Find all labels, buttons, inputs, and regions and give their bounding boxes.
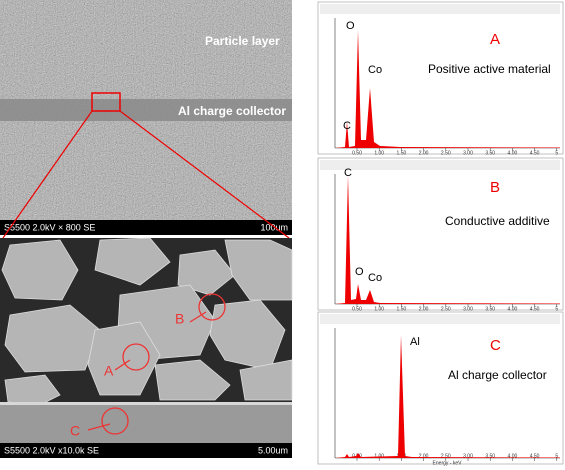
sem-bottom: B A C S5500 2.0kV x10.0k SE 5.00um [0,237,293,458]
spectrum-trace [335,30,560,148]
panel-letter: B [490,179,500,196]
x-tick-label: 3.00 [463,150,473,156]
x-tick-label: 3.50 [485,453,495,459]
x-tick-label: 4.50 [530,150,540,156]
zoom-line [2,110,93,239]
x-tick-label: 2.00 [419,453,429,459]
x-tick-label: 5 [555,453,558,459]
caption: Al charge collector [448,368,547,382]
x-tick-label: 3.50 [485,306,495,312]
x-tick-label: 0.50 [352,306,362,312]
x-tick-label: 1.50 [397,306,407,312]
zoom-line [119,110,290,239]
x-tick-label: 1.00 [374,150,384,156]
x-tick-label: 2.00 [419,306,429,312]
x-tick-label: 2.00 [419,150,429,156]
panel-frame [317,311,564,465]
panel-frame [317,157,564,311]
collector [0,402,292,443]
sem-top: Particle layer Al charge collector S5500… [0,0,292,235]
x-tick-label: 5 [555,306,558,312]
peak-label: Co [368,64,382,76]
x-tick-label: 2.50 [441,306,451,312]
x-tick-label: 4.50 [530,453,540,459]
x-tick-label: 1.00 [374,453,384,459]
particles [1,237,293,406]
collector-band [0,99,292,121]
peak-label: Co [368,272,382,284]
peak-label: O [346,20,355,32]
x-tick-label: 3.00 [463,453,473,459]
marker-label: A [104,363,114,379]
info: S5500 2.0kV x10.0k SE [4,445,99,455]
x-tick-label: 4.00 [508,150,518,156]
x-tick-label: 3.50 [485,150,495,156]
x-tick-label: 0.50 [352,150,362,156]
caption: Positive active material [428,62,551,76]
marker-label: B [175,311,184,327]
panel-letter: C [490,337,501,354]
spectrum: 54.504.003.503.002.502.001.501.000.50 C … [317,157,564,312]
label: Al charge collector [178,104,286,118]
x-tick-label: 2.50 [441,150,451,156]
marker-label: C [70,423,80,439]
x-tick-label: 1.00 [374,306,384,312]
peak-label: C [343,120,351,132]
peak-label: O [355,266,364,278]
x-tick-label: 3.00 [463,306,473,312]
axis-label: Energy - keV [433,460,463,466]
zoom-box [91,92,121,112]
x-tick-label: 4.00 [508,453,518,459]
x-tick-label: 4.00 [508,306,518,312]
header [320,160,560,170]
x-tick-label: 4.50 [530,306,540,312]
label: Particle layer [205,34,280,48]
header [320,4,560,14]
x-tick-label: 2.50 [441,453,451,459]
markers [87,293,226,435]
spectrum: 54.504.003.503.002.502.001.501.000.50 Al… [317,311,564,466]
peak-label: Al [410,336,420,348]
spectrum: 54.504.003.503.002.502.001.501.000.50 O … [317,1,564,156]
panel-frame [317,1,564,155]
info-bar [0,443,292,458]
collector-edge [0,402,292,405]
info: S5500 2.0kV × 800 SE [4,222,95,232]
peak-label: C [344,167,352,179]
x-tick-label: 1.50 [397,150,407,156]
caption: Conductive additive [445,214,550,228]
info-bar [0,220,292,235]
panel-letter: A [490,31,500,48]
spectrum-trace [335,175,560,304]
scale: 5.00um [258,445,288,455]
x-tick-label: 5 [555,150,558,156]
header [320,314,560,324]
